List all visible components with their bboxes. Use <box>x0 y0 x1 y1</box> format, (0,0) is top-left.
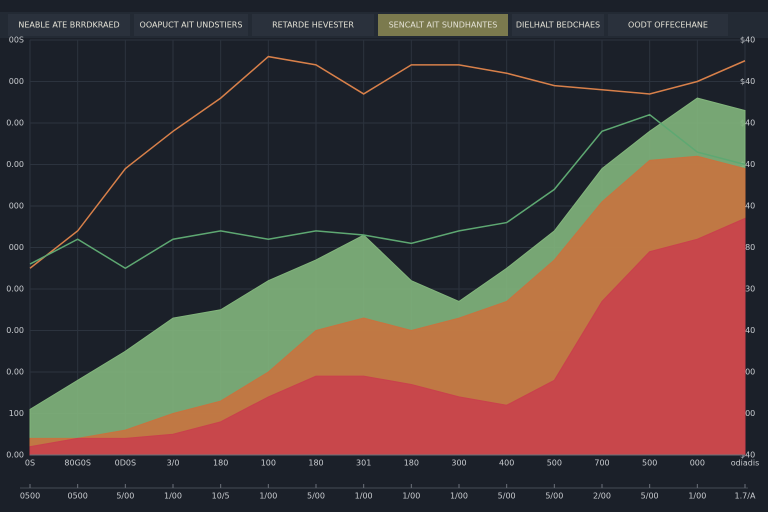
x-tick-label: 80G0S <box>64 459 91 468</box>
x-secondary-label: 1/00 <box>688 492 706 501</box>
x-tick-label: 0D0S <box>115 459 136 468</box>
y2-tick-label: $80 <box>740 243 755 252</box>
x-tick-label: 100 <box>261 459 276 468</box>
x-tick-label: 700 <box>594 459 609 468</box>
tab[interactable] <box>512 14 604 36</box>
x-tick-label: 300 <box>451 459 466 468</box>
x-tick-label: 301 <box>356 459 371 468</box>
area <box>29 217 746 456</box>
x-secondary-label: 2/00 <box>593 492 611 501</box>
x-tick-label: 180 <box>213 459 228 468</box>
x-tick-label: 3/0 <box>167 459 180 468</box>
x-secondary-label: 1.7/A <box>735 492 756 501</box>
x-secondary-label: 0500 <box>20 492 40 501</box>
x-secondary-label: 5/00 <box>307 492 325 501</box>
x-tick-label: 180 <box>404 459 419 468</box>
y2-tick-label: $40 <box>740 202 755 211</box>
tab[interactable] <box>134 14 248 36</box>
y2-tick-label: $40 <box>740 119 755 128</box>
x-secondary-label: 10/5 <box>212 492 230 501</box>
tab[interactable] <box>378 14 508 36</box>
x-tick-label: 500 <box>547 459 562 468</box>
y2-tick-label: $40 <box>740 36 755 45</box>
x-tick-label: 000 <box>690 459 705 468</box>
x-secondary-label: 1/00 <box>259 492 277 501</box>
x-secondary-label: 1/00 <box>450 492 468 501</box>
y2-tick-label: $40 <box>740 451 755 460</box>
y2-tick-label: $40 <box>740 326 755 335</box>
tab-label[interactable]: NEABLE ATE BRRDKRAED <box>18 21 119 30</box>
y-tick-label: 0.00 <box>6 160 24 169</box>
y-tick-label: 000 <box>9 77 24 86</box>
y-tick-label: 100 <box>9 409 24 418</box>
x-secondary-label: 1/00 <box>164 492 182 501</box>
y2-tick-label: $00 <box>740 409 755 418</box>
tab[interactable] <box>252 14 374 36</box>
y-tick-label: 00S <box>9 36 24 45</box>
x-tick-label: odiadis <box>731 459 760 468</box>
y2-tick-label: $00 <box>740 368 755 377</box>
y2-tick-label: $40 <box>740 160 755 169</box>
y-tick-label: 0.00 <box>6 119 24 128</box>
y-tick-label: 000 <box>9 243 24 252</box>
y-tick-label: 0.00 <box>6 368 24 377</box>
x-secondary-label: 5/00 <box>498 492 516 501</box>
x-tick-label: 180 <box>308 459 323 468</box>
tab[interactable] <box>8 14 130 36</box>
y2-tick-label: $30 <box>740 285 755 294</box>
x-secondary-label: 5/00 <box>545 492 563 501</box>
y-tick-label: 0.00 <box>6 451 24 460</box>
tab-label[interactable]: OODT OFFECEHANE <box>628 21 708 30</box>
x-tick-label: 0S <box>25 459 35 468</box>
x-secondary-label: 0500 <box>67 492 87 501</box>
tab[interactable] <box>608 14 728 36</box>
x-secondary-label: 1/00 <box>402 492 420 501</box>
line <box>29 113 746 270</box>
y-tick-label: 0.00 <box>6 285 24 294</box>
tab-label[interactable]: DIELHALT BEDCHAES <box>516 21 600 30</box>
x-secondary-label: 5/00 <box>641 492 659 501</box>
y-tick-label: 000 <box>9 202 24 211</box>
line <box>29 55 746 269</box>
x-tick-label: 500 <box>642 459 657 468</box>
x-tick-label: 400 <box>499 459 514 468</box>
tab-label[interactable]: OOAPUCT AIT UNDSTIERS <box>140 21 243 30</box>
y-tick-label: 0.00 <box>6 326 24 335</box>
tab-label[interactable]: SENCALT AIT SUNDHANTES <box>389 21 498 30</box>
y2-tick-label: $40 <box>740 77 755 86</box>
x-secondary-label: 1/00 <box>355 492 373 501</box>
x-secondary-label: 5/00 <box>116 492 134 501</box>
tab-label[interactable]: RETARDE HEVESTER <box>272 21 354 30</box>
